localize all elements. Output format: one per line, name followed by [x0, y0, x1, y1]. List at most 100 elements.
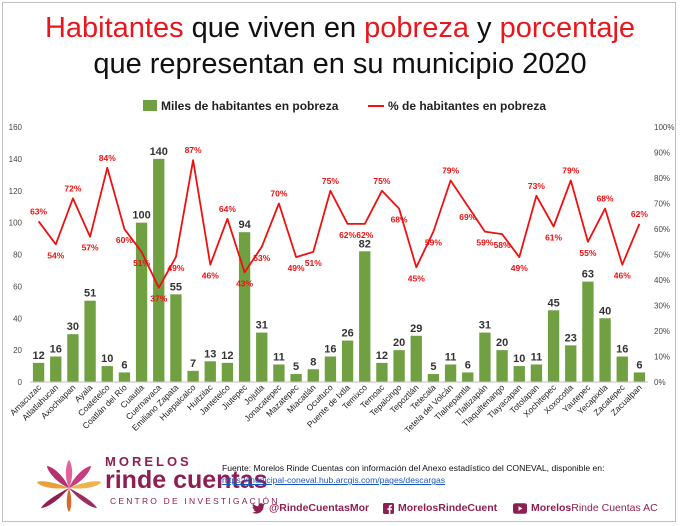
bar: [513, 366, 525, 382]
bar-value-label: 16: [324, 344, 336, 356]
bar: [496, 350, 508, 382]
bar-value-label: 140: [150, 146, 168, 158]
line-value-label: 87%: [185, 145, 202, 155]
bar: [376, 362, 388, 382]
bar-value-label: 6: [121, 359, 127, 371]
bar-value-label: 82: [359, 238, 371, 250]
line-value-label: 62%: [339, 230, 356, 240]
line-value-label: 49%: [511, 263, 528, 273]
line-value-label: 73%: [528, 181, 545, 191]
logo-flower-icon: [37, 460, 101, 512]
bar: [462, 372, 474, 382]
line-value-label: 53%: [253, 253, 270, 263]
line-value-label: 62%: [356, 230, 373, 240]
bar: [324, 356, 337, 382]
bar-value-label: 6: [465, 359, 471, 371]
legend-bar-swatch: [143, 100, 157, 111]
bar: [633, 372, 646, 382]
right-axis-tick-label: 60%: [654, 225, 670, 234]
left-axis-tick-label: 20: [13, 346, 22, 355]
right-axis-tick-label: 50%: [654, 251, 670, 260]
line-value-label: 60%: [116, 235, 133, 245]
youtube-icon: [513, 502, 527, 514]
bar: [256, 332, 268, 382]
youtube-handle-rest: Rinde Cuentas AC: [571, 502, 658, 514]
bar-value-label: 11: [531, 351, 543, 363]
line-value-label: 63%: [30, 206, 47, 216]
bar-value-label: 12: [376, 350, 388, 362]
bar-value-label: 23: [565, 332, 577, 344]
right-axis-tick-label: 40%: [654, 276, 670, 285]
line-value-label: 59%: [476, 238, 493, 248]
line-value-label: 37%: [150, 294, 167, 304]
bar-value-label: 11: [273, 351, 285, 363]
bar-value-label: 55: [170, 281, 182, 293]
right-axis-tick-label: 80%: [654, 174, 670, 183]
right-axis-tick-label: 30%: [654, 302, 670, 311]
line-value-label: 70%: [270, 189, 287, 199]
line-value-label: 51%: [133, 258, 150, 268]
facebook-handle[interactable]: MorelosRindeCuent: [383, 502, 497, 514]
title-word-porcentaje: porcentaje: [499, 12, 636, 44]
twitter-handle[interactable]: @RindeCuentasMor: [252, 502, 369, 514]
bar: [50, 356, 62, 382]
bar-value-label: 12: [32, 350, 44, 362]
left-axis-tick-label: 0: [18, 378, 23, 387]
bar-value-label: 94: [238, 219, 251, 231]
right-axis-tick-label: 0%: [654, 378, 666, 387]
bar-value-label: 10: [513, 353, 525, 365]
source-link[interactable]: https://municipal-coneval.hub.arcgis.com…: [222, 475, 446, 485]
bar-value-label: 63: [582, 269, 594, 281]
bar: [290, 374, 302, 382]
bar-value-label: 5: [430, 361, 436, 373]
line-value-label: 68%: [391, 215, 408, 225]
source-text: Fuente: Morelos Rinde Cuentas con inform…: [222, 463, 605, 473]
chart-title-line-2: que representan en su municipio 2020: [93, 48, 587, 80]
bar-value-label: 40: [599, 305, 611, 317]
left-axis-tick-label: 40: [13, 314, 22, 323]
line-value-label: 69%: [459, 212, 476, 222]
bar-value-label: 45: [547, 297, 559, 309]
line-value-label: 49%: [167, 263, 184, 273]
line-value-label: 57%: [82, 243, 99, 253]
bar: [427, 374, 440, 382]
bar-value-label: 16: [50, 344, 62, 356]
logo-sub-text: CENTRO DE INVESTIGACIÓN: [110, 496, 280, 506]
line-value-label: 58%: [494, 240, 511, 250]
bar-value-label: 29: [410, 323, 422, 335]
chart-title-line-1: Habitantes que viven en pobreza y porcen…: [0, 10, 680, 46]
bar: [153, 158, 165, 382]
legend-bar-label: Miles de habitantes en pobreza: [161, 99, 339, 113]
bar-value-label: 100: [132, 210, 150, 222]
facebook-handle-text: MorelosRindeCuent: [398, 502, 498, 514]
bar-value-label: 7: [190, 358, 196, 370]
right-axis-tick-label: 90%: [654, 149, 670, 158]
line-value-label: 75%: [322, 176, 339, 186]
line-value-label: 43%: [236, 278, 253, 288]
left-axis-tick-label: 60: [13, 282, 22, 291]
youtube-handle-bold: Morelos: [531, 502, 572, 514]
line-value-label: 75%: [373, 176, 390, 186]
bar: [204, 361, 216, 382]
bar: [307, 369, 319, 382]
title-text-b: y: [468, 12, 500, 44]
bar: [32, 362, 45, 382]
youtube-handle[interactable]: Morelos Rinde Cuentas AC: [513, 502, 658, 514]
bar-value-label: 6: [636, 359, 642, 371]
bar: [444, 364, 457, 382]
line-value-label: 45%: [408, 273, 425, 283]
bar-value-label: 31: [479, 320, 491, 332]
bar-value-label: 20: [496, 337, 508, 349]
bar: [565, 345, 577, 382]
bar: [273, 364, 285, 382]
bar-value-label: 51: [84, 288, 96, 300]
line-value-label: 59%: [425, 238, 442, 248]
bar: [101, 366, 113, 382]
bar-value-label: 11: [445, 351, 457, 363]
line-value-label: 49%: [288, 263, 305, 273]
right-axis-tick-label: 100%: [654, 123, 674, 132]
bar: [479, 332, 491, 382]
bar-value-label: 16: [616, 344, 628, 356]
line-value-label: 64%: [219, 204, 236, 214]
left-axis-tick-label: 160: [9, 123, 23, 132]
